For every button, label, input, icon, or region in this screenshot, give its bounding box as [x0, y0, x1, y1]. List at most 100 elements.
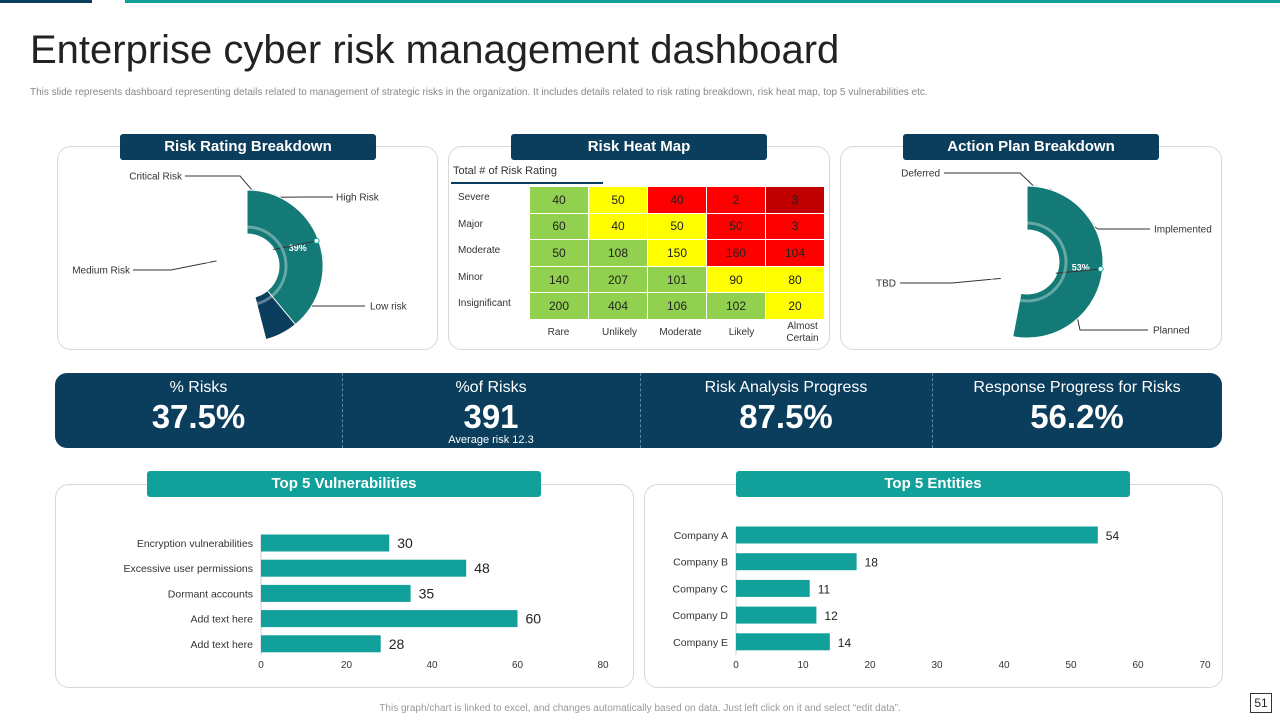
- kpi-label: Risk Analysis Progress: [704, 379, 868, 396]
- x-tick-label: 70: [1199, 660, 1211, 671]
- leader-line: [944, 172, 1037, 189]
- kpi-value: 37.5%: [151, 398, 246, 435]
- x-tick-label: 80: [597, 660, 609, 671]
- kpi-risks-count: %of Risks 391 Average risk 12.3: [342, 373, 640, 448]
- slice-name-label: Low risk: [370, 302, 408, 313]
- heat-map-row-label: Minor: [458, 271, 484, 283]
- heat-map-cell: 90: [706, 265, 766, 294]
- heat-map-row: 60 40 50 50 3: [529, 212, 825, 241]
- slice-value-label: 39%: [289, 243, 307, 253]
- bar-category-label: Add text here: [191, 639, 254, 651]
- heat-map-row-label: Moderate: [458, 245, 501, 257]
- bar-value-label: 54: [1106, 529, 1120, 543]
- bar: [736, 553, 857, 571]
- heat-map-row: 50 108 150 160 104: [529, 239, 825, 267]
- heat-map-cell: 40: [647, 186, 707, 214]
- heat-map-col-label: Moderate: [659, 327, 702, 338]
- leader-line: [185, 175, 255, 193]
- leader-dot: [1097, 265, 1104, 272]
- kpi-label: %of Risks: [455, 379, 527, 396]
- heat-map-cell: 108: [588, 239, 648, 267]
- kpi-value: 391: [463, 398, 519, 435]
- heat-map-cell: 50: [588, 186, 648, 214]
- bar-value-label: 60: [526, 611, 542, 627]
- kpi-divider: [342, 373, 343, 448]
- heat-map-col-label: Likely: [728, 327, 755, 338]
- top-accent-teal: [125, 0, 1280, 3]
- heat-map-col-label: Unlikely: [601, 327, 637, 338]
- risk-rating-chart: 3%Critical Risk12%High Risk46%Low risk39…: [72, 172, 408, 341]
- bar-value-label: 35: [419, 585, 435, 601]
- heat-map-cell: 40: [588, 212, 648, 241]
- heat-map-cell: 2: [706, 186, 766, 214]
- x-tick-label: 0: [733, 660, 739, 671]
- heat-map-cell: 50: [647, 212, 707, 241]
- bar-value-label: 11: [818, 582, 831, 596]
- vulnerabilities-title: Top 5 Vulnerabilities: [147, 471, 541, 497]
- kpi-band: % Risks 37.5% %of Risks 391 Average risk…: [55, 373, 1222, 448]
- bar: [261, 584, 411, 602]
- heat-map-cell: 150: [647, 239, 707, 267]
- entities-title: Top 5 Entities: [736, 471, 1130, 497]
- kpi-divider: [932, 373, 933, 448]
- heat-map-col-label: Rare: [547, 327, 570, 338]
- heat-map-grid: 40 50 40 2 3 60 40 50 50 3 50 108 150 160 104 140 207 101…: [529, 186, 825, 320]
- action-plan-title: Action Plan Breakdown: [903, 134, 1159, 160]
- x-tick-label: 40: [426, 660, 438, 671]
- x-tick-label: 60: [512, 660, 524, 671]
- kpi-sub: Average risk 12.3: [448, 434, 534, 446]
- bar-category-label: Company D: [673, 610, 729, 622]
- heat-map-row: 40 50 40 2 3: [529, 186, 825, 214]
- bar-category-label: Encryption vulnerabilities: [137, 538, 253, 550]
- vulnerabilities-bars: 30 Encryption vulnerabilities 48 Excessive …: [123, 534, 609, 671]
- heat-map-row: 200 404 106 102 20: [529, 292, 825, 320]
- slice-name-label: Critical Risk: [129, 172, 183, 183]
- donut-slice: [246, 189, 324, 326]
- heat-map-row-label: Severe: [458, 192, 490, 203]
- bar: [736, 579, 810, 597]
- bar-value-label: 48: [474, 560, 490, 576]
- bar: [261, 534, 390, 552]
- bar-value-label: 28: [389, 636, 405, 652]
- heat-map-cell: 140: [529, 265, 589, 294]
- heat-map-row: 140 207 101 90 80: [529, 265, 825, 294]
- donut-inner-ring: [206, 225, 288, 307]
- heat-map-cell: 40: [529, 186, 589, 214]
- heat-map-cell: 80: [765, 265, 825, 294]
- bar-value-label: 14: [838, 636, 852, 650]
- x-tick-label: 60: [1132, 660, 1144, 671]
- bar: [736, 633, 830, 651]
- heat-map-cell: 50: [529, 239, 589, 267]
- risk-rating-title: Risk Rating Breakdown: [120, 134, 376, 160]
- bar: [736, 526, 1098, 544]
- x-tick-label: 30: [931, 660, 943, 671]
- slice-name-label: Planned: [1153, 326, 1190, 337]
- donut-slice: [1012, 185, 1104, 339]
- bar: [261, 635, 381, 653]
- heat-map-col-label: Almost Certain: [786, 321, 819, 344]
- top-accent-dark: [0, 0, 92, 3]
- page-number: 51: [1250, 693, 1272, 713]
- slice-name-label: High Risk: [336, 193, 380, 204]
- x-tick-label: 40: [998, 660, 1010, 671]
- kpi-value: 56.2%: [1030, 398, 1124, 435]
- donut-inner-ring: [986, 221, 1068, 303]
- x-tick-label: 50: [1065, 660, 1077, 671]
- bar-value-label: 30: [397, 535, 413, 551]
- entities-chart: 54 Company A 18 Company B 11 Company C 12 Compa…: [673, 526, 1211, 671]
- heat-map-header: Total # of Risk Rating: [453, 165, 557, 177]
- heat-map-cell: 106: [647, 292, 707, 320]
- heat-map-title: Risk Heat Map: [511, 134, 767, 160]
- heat-map-cell: 160: [706, 239, 766, 267]
- slice-name-label: TBD: [876, 279, 896, 290]
- kpi-label: % Risks: [169, 379, 228, 396]
- heat-map-row-label: Insignificant: [458, 298, 511, 310]
- bar-category-label: Dormant accounts: [168, 588, 253, 600]
- bar: [261, 559, 467, 577]
- heat-map-cell: 101: [647, 265, 707, 294]
- heat-map-cell: 50: [706, 212, 766, 241]
- donut-hole: [996, 231, 1058, 293]
- bar-value-label: 12: [824, 609, 838, 623]
